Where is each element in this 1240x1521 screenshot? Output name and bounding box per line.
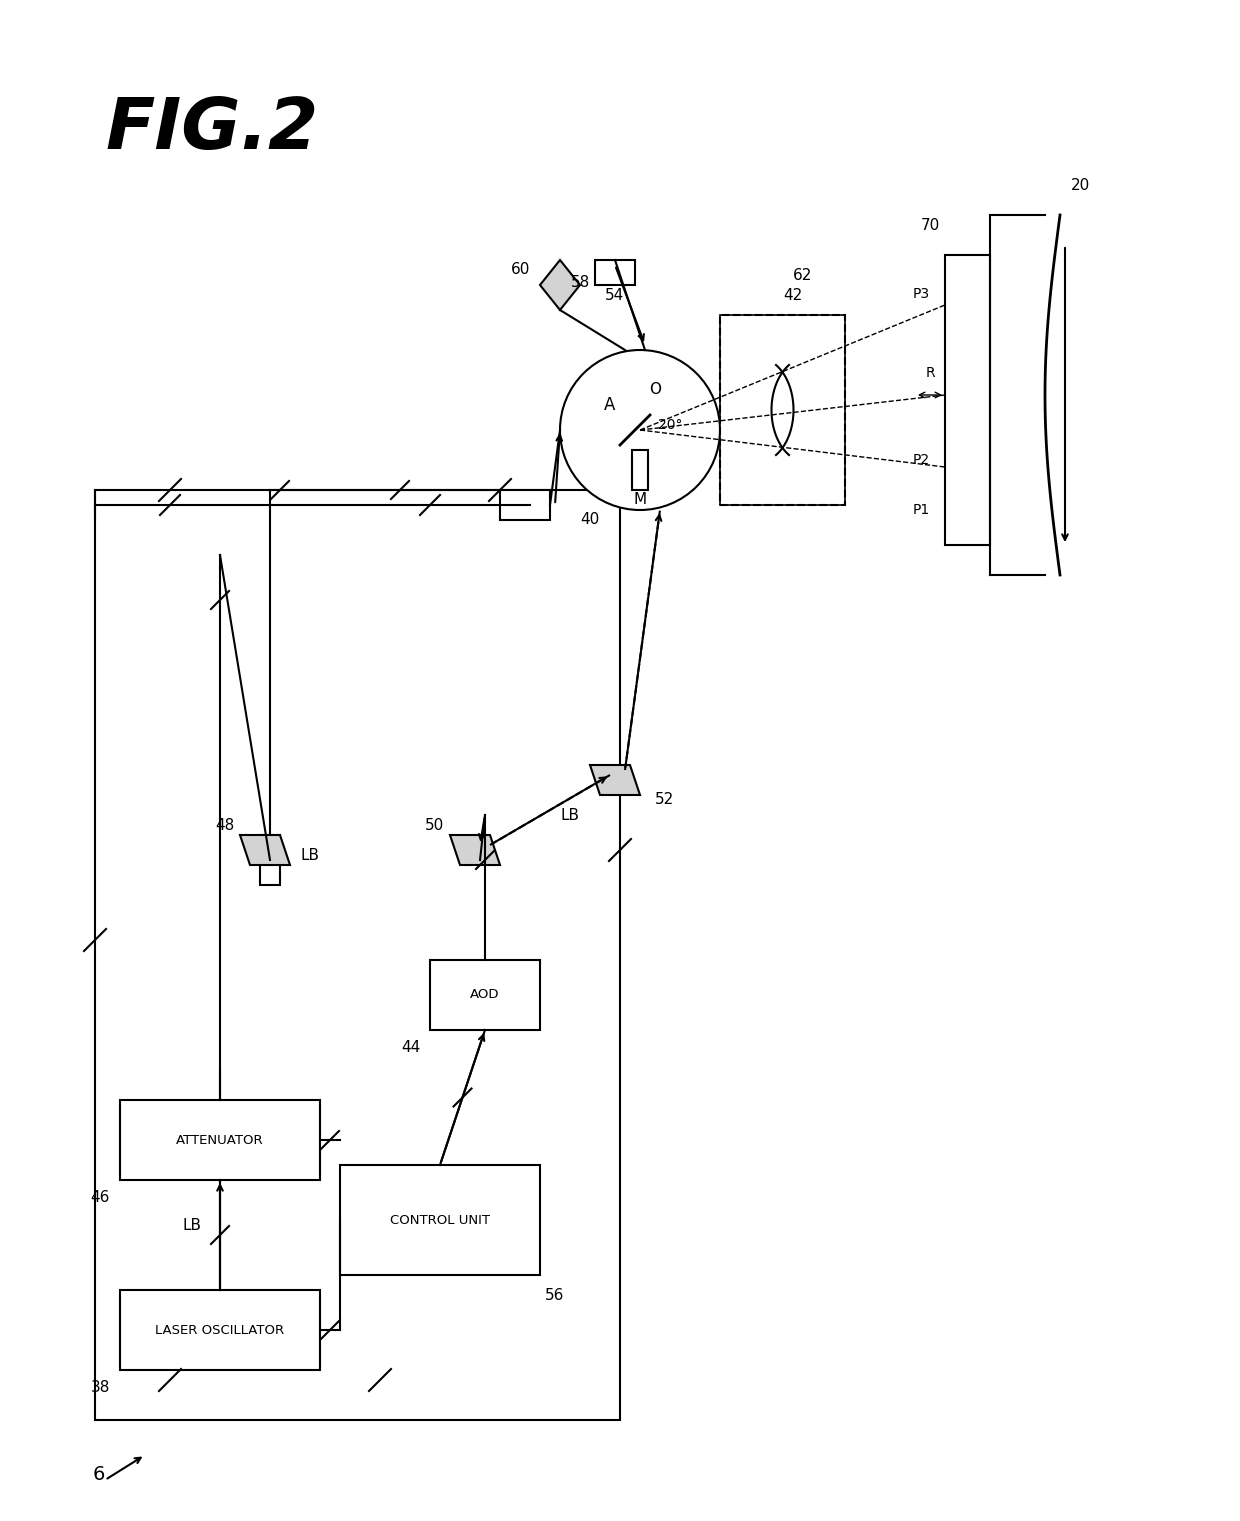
Bar <box>430 960 539 1030</box>
Polygon shape <box>590 765 640 795</box>
Text: A: A <box>604 395 616 414</box>
Text: P1: P1 <box>913 503 930 517</box>
Text: 20°: 20° <box>657 418 682 432</box>
Polygon shape <box>241 835 290 865</box>
Polygon shape <box>450 835 500 865</box>
Text: 44: 44 <box>401 1040 420 1056</box>
Text: 38: 38 <box>91 1381 110 1395</box>
Bar <box>945 256 990 545</box>
Text: 50: 50 <box>425 817 445 832</box>
Bar <box>260 835 280 885</box>
Text: 46: 46 <box>91 1191 110 1206</box>
Text: 40: 40 <box>580 513 600 528</box>
Text: P2: P2 <box>913 453 930 467</box>
Text: 62: 62 <box>792 268 812 283</box>
Text: 6: 6 <box>93 1466 105 1484</box>
Bar <box>120 1290 320 1370</box>
Text: R: R <box>925 367 935 380</box>
Text: CONTROL UNIT: CONTROL UNIT <box>391 1214 490 1226</box>
Text: 58: 58 <box>570 275 590 291</box>
Bar <box>95 490 620 1421</box>
Text: 48: 48 <box>216 817 234 832</box>
Text: LB: LB <box>560 808 579 823</box>
Bar <box>720 315 844 505</box>
Text: M: M <box>634 493 646 508</box>
Text: O: O <box>649 382 661 397</box>
Text: LB: LB <box>300 847 319 862</box>
Text: FIG.2: FIG.2 <box>105 96 319 164</box>
Bar <box>595 260 635 284</box>
Text: 20: 20 <box>1070 178 1090 193</box>
Circle shape <box>560 350 720 510</box>
Text: LB: LB <box>184 1217 202 1232</box>
Text: ATTENUATOR: ATTENUATOR <box>176 1133 264 1147</box>
Text: 70: 70 <box>921 218 940 233</box>
Text: 60: 60 <box>511 263 529 277</box>
Text: 54: 54 <box>605 287 625 303</box>
Polygon shape <box>632 450 649 490</box>
Text: AOD: AOD <box>470 989 500 1001</box>
Bar <box>340 1165 539 1275</box>
Text: 42: 42 <box>782 287 802 303</box>
Bar <box>120 1100 320 1180</box>
Text: 56: 56 <box>546 1287 564 1302</box>
Text: LASER OSCILLATOR: LASER OSCILLATOR <box>155 1323 284 1337</box>
Polygon shape <box>539 260 580 310</box>
Bar <box>500 490 551 520</box>
Text: 52: 52 <box>655 792 675 808</box>
Bar <box>720 315 844 505</box>
Text: P3: P3 <box>913 287 930 301</box>
